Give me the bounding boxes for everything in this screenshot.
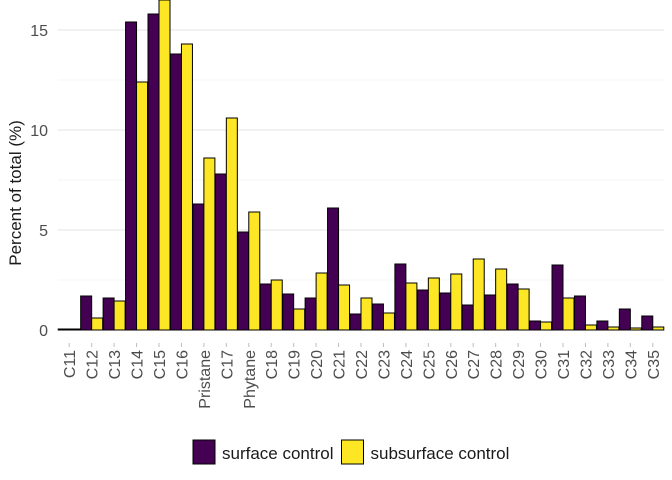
x-tick-label: C19 [287,350,304,379]
y-tick-label: 0 [39,323,48,340]
x-tick-label: C21 [332,350,349,379]
y-tick-label: 10 [30,123,48,140]
bar-subsurface-control-C13 [113,300,126,331]
legend-label-subsurface-control: subsurface control [371,444,510,463]
bar-surface-control-C15 [147,13,160,331]
bar-surface-control-C17 [214,173,227,331]
x-tick-label: C25 [421,350,438,379]
y-axis-ticks: 0 5 10 15 [30,23,48,340]
bars [57,0,665,331]
y-tick-label: 5 [39,223,48,240]
bar-surface-control-C18 [259,283,272,331]
y-axis-title: Percent of total (%) [6,120,25,266]
legend: surface control subsurface control [192,439,510,465]
x-tick-label: C34 [623,350,640,379]
bar-subsurface-control-C21 [338,284,351,331]
x-tick-label: Pristane [197,350,214,409]
x-tick-label: C14 [130,350,147,379]
bar-surface-control-C16 [169,53,182,331]
x-tick-label: C16 [174,350,191,379]
bar-surface-control-C35 [641,315,654,331]
x-tick-label: C13 [107,350,124,379]
bar-surface-control-C34 [618,308,631,331]
bar-subsurface-control-C30 [540,321,553,331]
bar-subsurface-control-C33 [607,326,620,331]
bar-subsurface-control-C12 [91,317,104,331]
bar-surface-control-C31 [551,264,564,331]
bar-subsurface-control-C24 [405,282,418,331]
bar-surface-control-Phytane [237,231,250,331]
bar-subsurface-control-Pristane [203,157,216,331]
legend-label-surface-control: surface control [222,444,334,463]
bar-surface-control-C29 [506,283,519,331]
bar-surface-control-C32 [573,295,586,331]
x-tick-label: C20 [309,350,326,379]
x-tick-label: C12 [85,350,102,379]
x-tick-label: C17 [219,350,236,379]
bar-subsurface-control-C25 [427,277,440,331]
bar-subsurface-control-C35 [652,326,665,331]
bar-surface-control-C19 [282,293,295,331]
bar-subsurface-control-C20 [315,272,328,331]
bar-surface-control-C21 [327,207,340,331]
bar-surface-control-C22 [349,313,362,331]
x-tick-label: C29 [511,350,528,379]
bar-subsurface-control-C34 [629,327,642,331]
bar-subsurface-control-C14 [136,81,149,331]
x-axis-ticks: C11 C12 C13 C14 C15 C16 Pristane C17 Phytane C18 C… [62,343,663,409]
x-tick-label: C26 [444,350,461,379]
bar-subsurface-control-C22 [360,297,373,331]
bar-surface-control-C13 [102,297,115,331]
bar-subsurface-control-C27 [472,258,485,331]
y-tick-label: 15 [30,23,48,40]
bar-surface-control-C28 [484,294,497,331]
bar-surface-control-C14 [125,21,138,331]
bar-surface-control-C23 [371,303,384,331]
bar-subsurface-control-C15 [158,0,171,331]
bar-surface-control-C20 [304,297,317,331]
x-tick-label: C32 [578,350,595,379]
x-tick-label: C24 [399,350,416,379]
bar-surface-control-C12 [80,295,93,331]
legend-key-subsurface-control [341,439,364,465]
bar-surface-control-C26 [439,292,452,331]
bar-subsurface-control-Phytane [248,211,261,331]
bar-surface-control-C11 [57,328,70,331]
x-tick-label: C27 [466,350,483,379]
bar-surface-control-Pristane [192,203,205,331]
x-tick-label: C33 [601,350,618,379]
bar-surface-control-C33 [596,320,609,331]
bar-subsurface-control-C23 [382,312,395,331]
bar-subsurface-control-C19 [293,308,306,331]
x-tick-label: C35 [646,350,663,379]
bar-subsurface-control-C16 [180,43,193,331]
bar-surface-control-C30 [529,320,542,331]
bar-subsurface-control-C31 [562,297,575,331]
bar-subsurface-control-C11 [68,328,81,331]
bar-subsurface-control-C26 [450,273,463,331]
x-tick-label: C11 [62,350,79,378]
x-tick-label: C30 [534,350,551,379]
x-tick-label: Phytane [242,350,259,409]
bar-surface-control-C24 [394,263,407,331]
x-tick-label: C28 [489,350,506,379]
x-tick-label: C23 [376,350,393,379]
x-tick-label: C15 [152,350,169,379]
x-tick-label: C22 [354,350,371,379]
x-tick-label: C18 [264,350,281,379]
bar-subsurface-control-C17 [225,117,238,331]
legend-key-surface-control [192,439,216,465]
bar-subsurface-control-C29 [517,288,530,331]
bar-subsurface-control-C18 [270,279,283,331]
bar-subsurface-control-C28 [495,268,508,331]
bar-subsurface-control-C32 [584,324,597,331]
bar-surface-control-C25 [416,289,429,331]
bar-surface-control-C27 [461,304,474,331]
x-tick-label: C31 [556,350,573,379]
